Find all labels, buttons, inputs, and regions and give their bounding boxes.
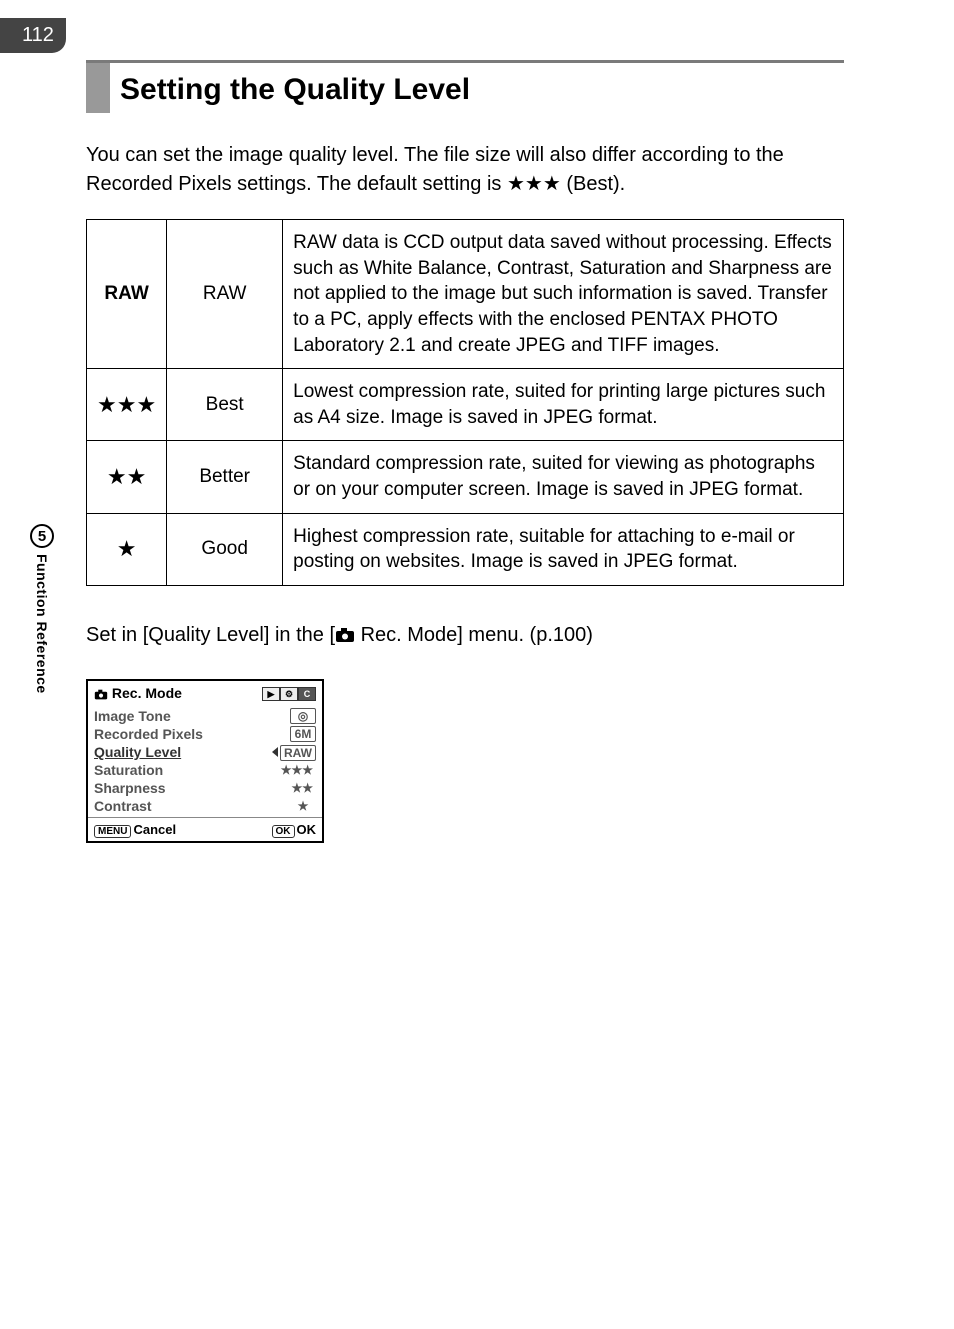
table-row: RAW RAW RAW data is CCD output data save… [87, 220, 844, 369]
lcd-row-label: Saturation [94, 762, 163, 778]
lcd-row-label: Contrast [94, 798, 152, 814]
quality-desc: Standard compression rate, suited for vi… [283, 441, 844, 513]
quality-symbol: ★★ [87, 441, 167, 513]
set-instruction: Set in [Quality Level] in the [ Rec. Mod… [86, 624, 844, 649]
quality-name: Better [167, 441, 283, 513]
lcd-row: Image Tone ◎ [94, 707, 316, 725]
menu-button-icon: MENU [94, 825, 131, 838]
intro-paragraph: You can set the image quality level. The… [86, 141, 844, 199]
quality-name: RAW [167, 220, 283, 369]
lcd-row-label: Recorded Pixels [94, 726, 203, 742]
page-number: 112 [0, 18, 66, 53]
lcd-row: Sharpness ★★ [94, 779, 316, 797]
lcd-row-value: ★★★ [278, 763, 316, 777]
quality-symbol: ★★★ [87, 369, 167, 441]
lcd-row-value: ★★ [288, 781, 316, 795]
lcd-footer-left: MENUCancel [94, 822, 176, 837]
intro-text-after: (Best). [561, 173, 625, 195]
side-chapter-tab: 5 Function Reference [30, 524, 54, 694]
lcd-row: Saturation ★★★ [94, 761, 316, 779]
lcd-tab: ▶ [262, 687, 280, 701]
quality-name: Best [167, 369, 283, 441]
lcd-ok-label: OK [297, 822, 317, 837]
camera-icon [94, 687, 108, 703]
section-heading-row: Setting the Quality Level [86, 60, 844, 113]
lcd-row-value: ◎ [290, 708, 316, 724]
lcd-tab: ⚙ [280, 687, 298, 701]
table-row: ★★ Better Standard compression rate, sui… [87, 441, 844, 513]
table-row: ★★★ Best Lowest compression rate, suited… [87, 369, 844, 441]
lcd-row-value: 6M [290, 726, 316, 742]
lcd-row-selected: Quality Level RAW [94, 743, 316, 761]
intro-text-before: You can set the image quality level. The… [86, 144, 784, 195]
quality-level-table: RAW RAW RAW data is CCD output data save… [86, 219, 844, 586]
lcd-row-value: ★ [290, 799, 316, 813]
intro-stars: ★★★ [507, 173, 561, 195]
lcd-header: Rec. Mode ▶ ⚙ C [88, 681, 322, 705]
lcd-body: Image Tone ◎ Recorded Pixels 6M Quality … [88, 705, 322, 817]
ok-button-icon: OK [272, 825, 295, 838]
lcd-row-value: RAW [280, 745, 316, 761]
quality-symbol: ★ [87, 513, 167, 585]
set-text-after: Rec. Mode] menu. (p.100) [355, 624, 593, 646]
chapter-number: 5 [30, 524, 54, 548]
table-row: ★ Good Highest compression rate, suitabl… [87, 513, 844, 585]
camera-icon [335, 626, 355, 649]
lcd-row: Recorded Pixels 6M [94, 725, 316, 743]
lcd-row: Contrast ★ [94, 797, 316, 815]
lcd-row-label: Image Tone [94, 708, 171, 724]
lcd-row-value-wrap: RAW [272, 744, 316, 760]
chapter-label: Function Reference [34, 554, 50, 694]
lcd-tabs: ▶ ⚙ C [262, 687, 316, 701]
quality-symbol: RAW [87, 220, 167, 369]
quality-desc: Lowest compression rate, suited for prin… [283, 369, 844, 441]
lcd-row-label: Sharpness [94, 780, 166, 796]
lcd-tab: C [298, 687, 316, 701]
set-text-before: Set in [Quality Level] in the [ [86, 624, 335, 646]
quality-name: Good [167, 513, 283, 585]
quality-desc: RAW data is CCD output data saved withou… [283, 220, 844, 369]
section-heading: Setting the Quality Level [110, 63, 470, 113]
lcd-footer: MENUCancel OKOK [88, 817, 322, 841]
page-content: Setting the Quality Level You can set th… [86, 60, 844, 843]
lcd-cancel-label: Cancel [133, 822, 176, 837]
heading-accent-bar [86, 63, 110, 113]
left-arrow-icon [272, 747, 278, 757]
lcd-title-text: Rec. Mode [112, 685, 182, 701]
quality-desc: Highest compression rate, suitable for a… [283, 513, 844, 585]
lcd-title: Rec. Mode [94, 685, 182, 703]
lcd-footer-right: OKOK [272, 822, 317, 837]
lcd-row-label: Quality Level [94, 744, 181, 760]
lcd-menu-screenshot: Rec. Mode ▶ ⚙ C Image Tone ◎ Recorded Pi… [86, 679, 324, 843]
